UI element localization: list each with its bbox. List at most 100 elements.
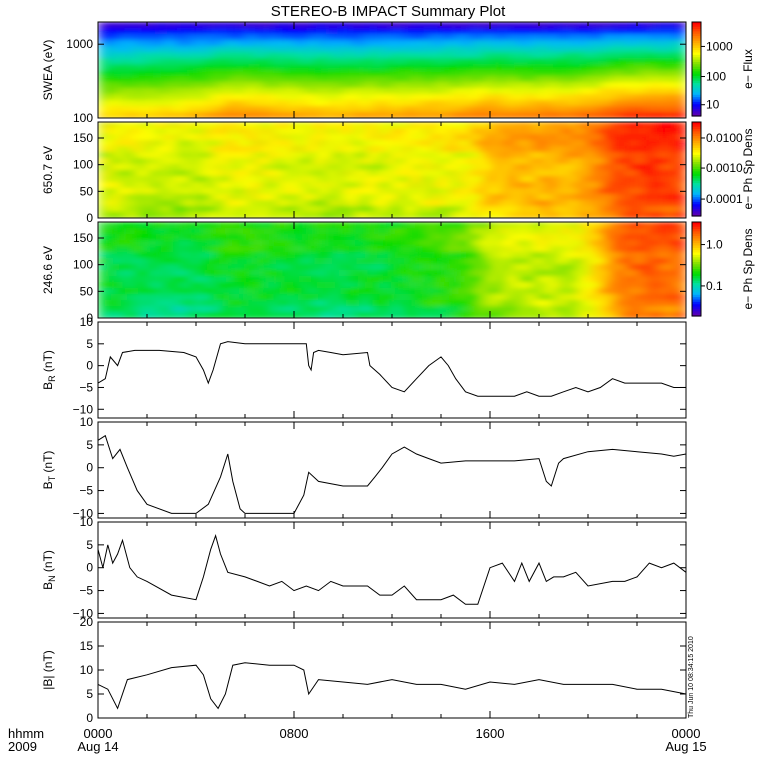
swea-cell [524,46,531,53]
swea-cell [452,82,459,89]
swea-cell [458,22,465,29]
swea-cell [548,22,555,29]
swea-cell [638,94,645,101]
pad_650-cell [404,194,411,201]
pad_650-cell [104,128,111,135]
pad_650-cell [440,188,447,195]
pad_246-cell [338,294,345,301]
pad_246-cell [260,288,267,295]
pad_246-cell [302,246,309,253]
pad_650-cell [452,212,459,218]
pad_246-cell [284,246,291,253]
pad_246-cell [374,270,381,277]
pad_246-cell [668,288,675,295]
pad_246-cell [308,264,315,271]
swea-cell [632,28,639,35]
swea-cell [530,82,537,89]
swea-cell [326,94,333,101]
pad_650-cell [512,146,519,153]
pad_246-cell [182,228,189,235]
swea-colorbar-cell [692,99,701,103]
pad_650-cell [284,164,291,171]
swea-cell [566,46,573,53]
pad_650-cell [110,188,117,195]
pad_650-cell [104,188,111,195]
pad_650-colorbar-tick-label: 0.0010 [706,161,743,175]
swea-cell [374,106,381,113]
swea-cell [416,70,423,77]
pad_246-cell [140,282,147,289]
swea-cell [170,106,177,113]
pad_650-cell [392,158,399,165]
pad_246-cell [242,234,249,241]
swea-cell [248,34,255,41]
swea-cell [542,100,549,107]
swea-cell [272,70,279,77]
pad_650-cell [302,146,309,153]
pad_246-cell [662,306,669,313]
swea-cell [236,70,243,77]
swea-cell [458,46,465,53]
pad_650-cell [296,212,303,218]
pad_246-cell [278,222,285,229]
pad_650-cell [194,188,201,195]
swea-colorbar-cell [692,45,701,49]
pad_246-cell [146,246,153,253]
swea-cell [536,46,543,53]
swea-cell [536,82,543,89]
pad_650-colorbar-cell [692,157,701,161]
pad_246-cell [254,228,261,235]
pad_650-cell [488,158,495,165]
pad_650-cell [134,200,141,207]
swea-cell [506,64,513,71]
pad_246-cell [134,270,141,277]
pad_650-cell [458,134,465,141]
pad_246-cell [266,264,273,271]
swea-cell [314,106,321,113]
pad_246-cell [464,270,471,277]
pad_650-cell [518,188,525,195]
pad_246-cell [494,222,501,229]
swea-cell [626,58,633,65]
swea-cell [254,76,261,83]
pad_246-cell [350,264,357,271]
pad_650-cell [386,212,393,218]
pad_650-cell [272,206,279,213]
pad_650-cell [662,128,669,135]
swea-cell [626,112,633,118]
pad_246-cell [410,258,417,265]
swea-cell [278,22,285,29]
pad_246-cell [308,234,315,241]
pad_650-cell [158,134,165,141]
swea-cell [668,46,675,53]
pad_650-cell [176,146,183,153]
pad_650-spectrogram-clip [98,122,686,218]
pad_246-cell [338,288,345,295]
swea-cell [410,58,417,65]
pad_650-cell [506,164,513,171]
pad_650-cell [638,182,645,189]
swea-cell [470,94,477,101]
pad_246-cell [476,288,483,295]
pad_650-cell [428,164,435,171]
swea-cell [416,22,423,29]
pad_650-cell [122,176,129,183]
pad_650-cell [440,206,447,213]
swea-cell [500,22,507,29]
pad_246-cell [620,222,627,229]
swea-cell [578,70,585,77]
swea-cell [122,94,129,101]
pad_650-cell [680,152,686,159]
pad_650-colorbar-cell [692,199,701,203]
pad_650-cell [590,122,597,129]
pad_650-cell [662,212,669,218]
pad_246-cell [428,228,435,235]
pad_246-cell [518,258,525,265]
pad_246-cell [308,276,315,283]
pad_650-cell [434,194,441,201]
pad_246-cell [296,276,303,283]
swea-cell [482,70,489,77]
swea-cell [266,70,273,77]
swea-cell [374,88,381,95]
pad_650-cell [290,182,297,189]
